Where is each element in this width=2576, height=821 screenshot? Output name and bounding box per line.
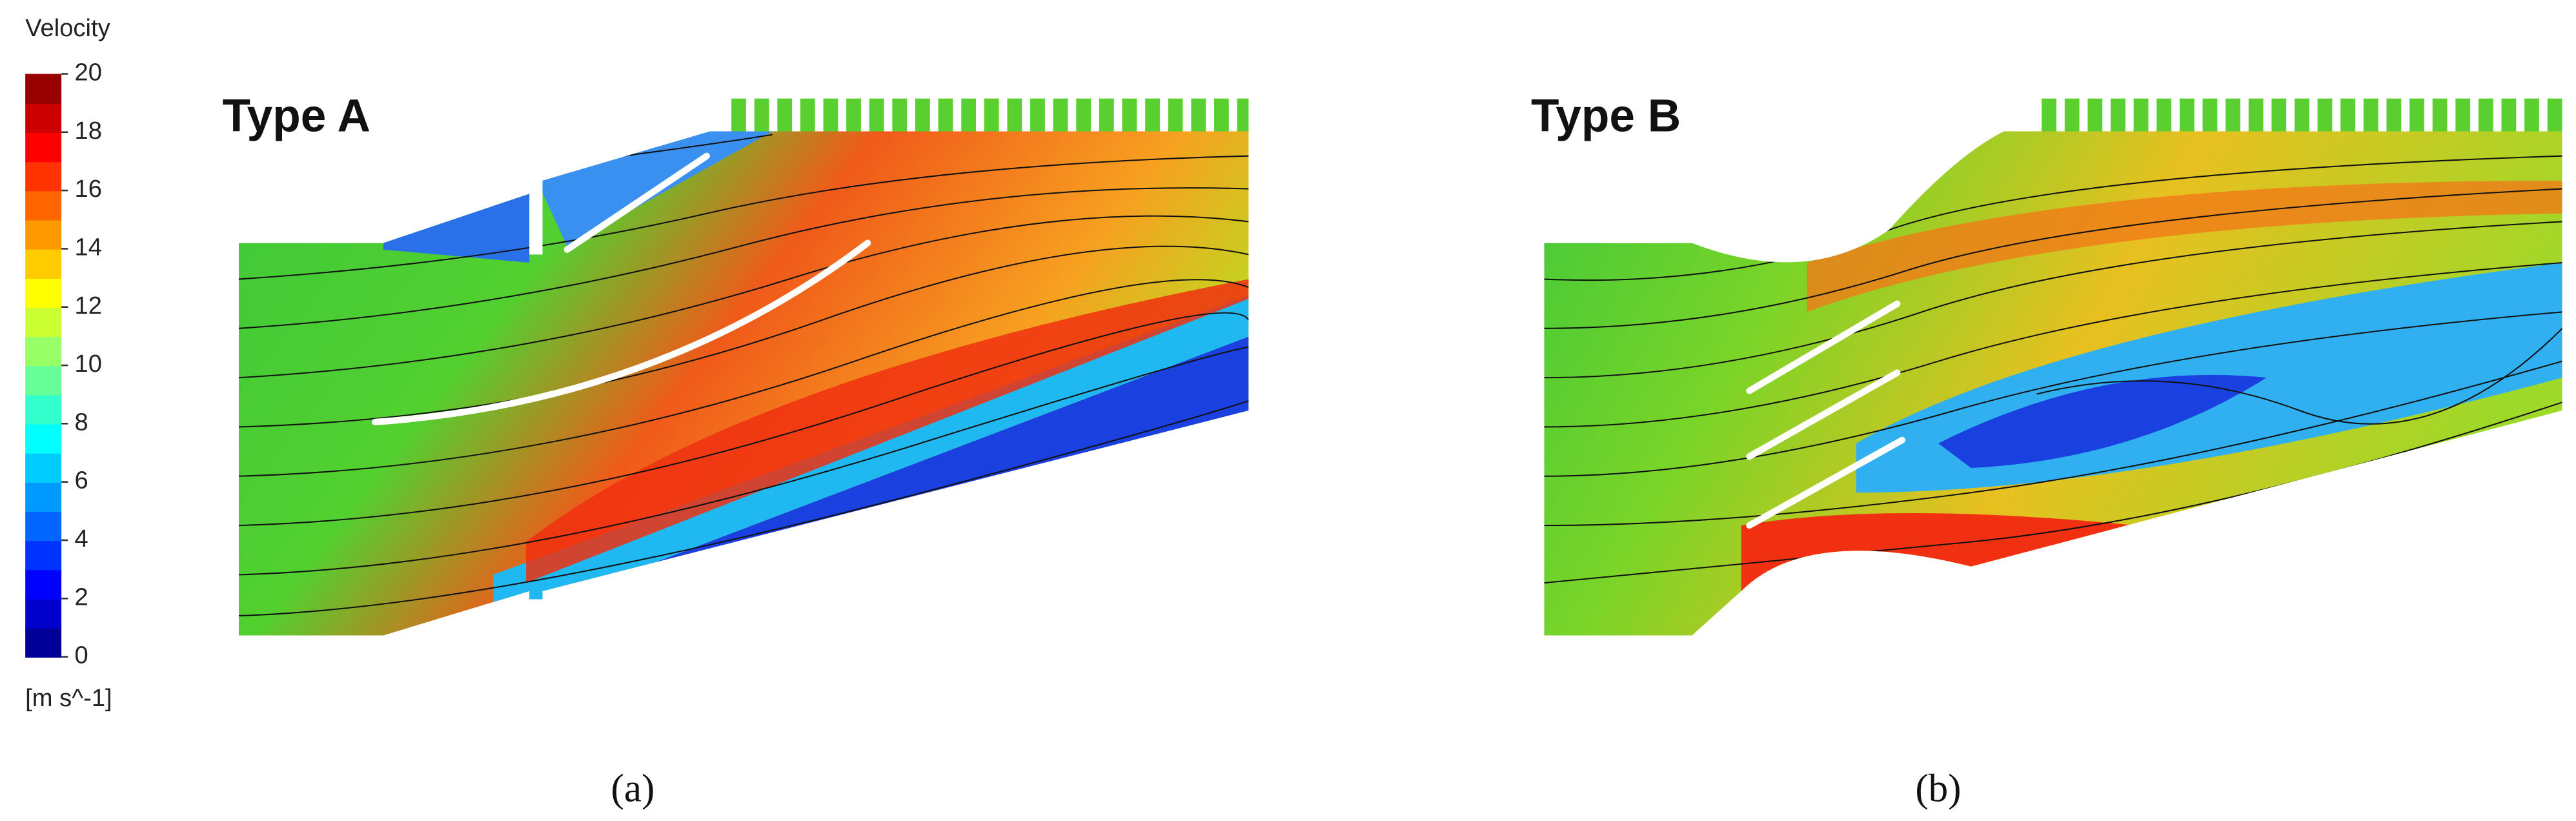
panel-b: Type B (b) [1531, 91, 2562, 810]
blade [371, 239, 871, 425]
colorbar-band [25, 132, 62, 163]
colorbar-band [25, 569, 62, 600]
colorbar-unit: [m s^-1] [25, 684, 112, 712]
panel-caption: (b) [1915, 767, 1961, 810]
colorbar-band [25, 423, 62, 454]
colorbar-band [25, 598, 62, 629]
colorbar-tick-label: 16 [74, 175, 101, 203]
flow-field [1544, 131, 2562, 636]
colorbar-tick-label: 8 [74, 408, 88, 436]
colorbar-tick-label: 2 [74, 583, 88, 611]
perforations [2036, 98, 2562, 135]
colorbar-band [25, 190, 62, 221]
panel-label: Type A [222, 91, 370, 142]
colorbar-band [25, 103, 62, 134]
colorbar-band [25, 511, 62, 542]
colorbar-tick-label: 10 [74, 350, 101, 378]
colorbar-band [25, 161, 62, 192]
blade [563, 152, 711, 253]
colorbar-band [25, 336, 62, 367]
colorbar-band [25, 74, 62, 104]
colorbar-band [25, 248, 62, 279]
colorbar: Velocity [m s^-1] 0 2 4 6 8 10 12 14 16 18 20 [25, 14, 112, 712]
colorbar-band [25, 394, 62, 425]
colorbar-tick-label: 12 [74, 292, 101, 319]
flow-field [238, 131, 1249, 636]
blade [1746, 436, 1906, 529]
colorbar-band [25, 540, 62, 571]
perforations [731, 98, 1249, 135]
colorbar-band [25, 627, 62, 658]
colorbar-band [25, 452, 62, 483]
colorbar-tick-label: 18 [74, 117, 101, 145]
colorbar-title: Velocity [25, 14, 110, 42]
colorbar-tick-label: 4 [74, 525, 88, 552]
blade [1746, 369, 1901, 460]
colorbar-band [25, 481, 62, 512]
colorbar-band [25, 365, 62, 396]
colorbar-band [25, 278, 62, 308]
panel-label: Type B [1531, 91, 1681, 142]
colorbar-tick-label: 20 [74, 59, 101, 86]
panel-a: Type A (a) [222, 91, 1249, 810]
colorbar-band [25, 219, 62, 250]
colorbar-band [25, 307, 62, 338]
colorbar-tick-label: 0 [74, 642, 88, 669]
panel-caption: (a) [611, 767, 655, 810]
blade [1746, 300, 1901, 394]
colorbar-tick-label: 14 [74, 233, 101, 261]
colorbar-tick-label: 6 [74, 467, 88, 494]
